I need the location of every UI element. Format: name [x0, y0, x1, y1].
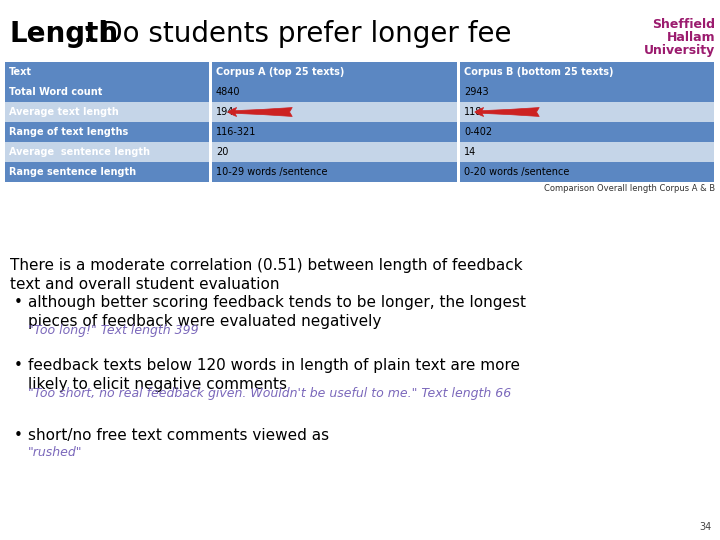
- Bar: [212, 122, 457, 142]
- Text: 0-20 words /sentence: 0-20 words /sentence: [464, 167, 570, 177]
- Bar: [5, 122, 209, 142]
- Text: short/no free text comments viewed as: short/no free text comments viewed as: [28, 428, 329, 443]
- Text: 4840: 4840: [216, 87, 240, 97]
- Text: : Do students prefer longer fee: : Do students prefer longer fee: [83, 20, 511, 48]
- Bar: [460, 62, 714, 82]
- Text: •: •: [14, 428, 23, 443]
- Text: •: •: [14, 295, 23, 310]
- Text: 10-29 words /sentence: 10-29 words /sentence: [216, 167, 328, 177]
- Bar: [212, 102, 457, 122]
- Bar: [460, 82, 714, 102]
- Text: Length: Length: [10, 20, 119, 48]
- Bar: [5, 162, 209, 182]
- Text: 194: 194: [216, 107, 235, 117]
- Text: Comparison Overall length Corpus A & B: Comparison Overall length Corpus A & B: [544, 184, 715, 193]
- Text: Total Word count: Total Word count: [9, 87, 102, 97]
- Bar: [5, 102, 209, 122]
- Text: 14: 14: [464, 147, 476, 157]
- Text: Hallam: Hallam: [667, 31, 715, 44]
- Bar: [212, 142, 457, 162]
- Text: feedback texts below 120 words in length of plain text are more
likely to elicit: feedback texts below 120 words in length…: [28, 358, 520, 392]
- Text: •: •: [14, 358, 23, 373]
- Bar: [212, 82, 457, 102]
- Bar: [5, 82, 209, 102]
- Bar: [460, 142, 714, 162]
- Text: although better scoring feedback tends to be longer, the longest
pieces of feedb: although better scoring feedback tends t…: [28, 295, 526, 329]
- Text: 20: 20: [216, 147, 228, 157]
- Bar: [212, 62, 457, 82]
- Text: Text: Text: [9, 67, 32, 77]
- Text: 118: 118: [464, 107, 482, 117]
- Text: "Too short, no real feedback given. Wouldn't be useful to me." Text length 66: "Too short, no real feedback given. Woul…: [28, 387, 511, 400]
- Text: 2943: 2943: [464, 87, 489, 97]
- Text: Sheffield: Sheffield: [652, 18, 715, 31]
- Text: 0-402: 0-402: [464, 127, 492, 137]
- Text: Range sentence length: Range sentence length: [9, 167, 136, 177]
- Text: There is a moderate correlation (0.51) between length of feedback
text and overa: There is a moderate correlation (0.51) b…: [10, 258, 523, 292]
- Bar: [5, 62, 209, 82]
- Text: Range of text lengths: Range of text lengths: [9, 127, 128, 137]
- Text: 116-321: 116-321: [216, 127, 256, 137]
- Text: Average  sentence length: Average sentence length: [9, 147, 150, 157]
- Text: "rushed": "rushed": [28, 446, 83, 459]
- Bar: [460, 102, 714, 122]
- Text: "Too long!" Text length 399: "Too long!" Text length 399: [28, 324, 199, 337]
- Text: 34: 34: [700, 522, 712, 532]
- Text: Corpus A (top 25 texts): Corpus A (top 25 texts): [216, 67, 344, 77]
- Bar: [212, 162, 457, 182]
- Text: University: University: [644, 44, 715, 57]
- Text: Average text length: Average text length: [9, 107, 119, 117]
- Bar: [5, 142, 209, 162]
- Bar: [460, 162, 714, 182]
- Text: Corpus B (bottom 25 texts): Corpus B (bottom 25 texts): [464, 67, 613, 77]
- Bar: [460, 122, 714, 142]
